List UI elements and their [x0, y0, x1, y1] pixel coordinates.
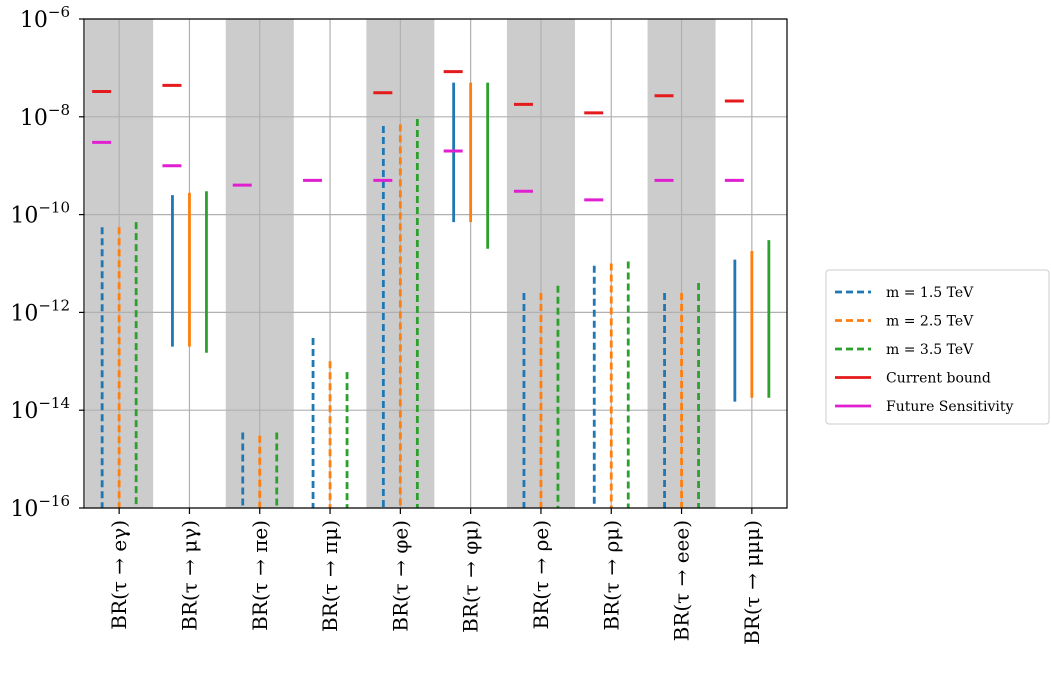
- x-axis: BR(τ → eγ) BR(τ → μγ) BR(τ → πe) BR(τ → πμ)…: [107, 508, 764, 645]
- legend-label: m = 2.5 TeV: [886, 314, 974, 330]
- y-tick-exponent: −10: [38, 199, 70, 217]
- x-tick-label: BR(τ → ρe): [529, 520, 553, 630]
- y-tick-label: 10−10: [10, 199, 70, 229]
- y-tick-exponent: −14: [38, 394, 70, 412]
- y-tick-exponent: −6: [48, 3, 70, 21]
- x-tick-label: BR(τ → ρμ): [599, 520, 623, 631]
- data-marks: [92, 70, 771, 508]
- legend-label: Current bound: [886, 371, 991, 387]
- x-tick-label: BR(τ → eee): [670, 520, 694, 641]
- legend-label: Future Sensitivity: [886, 399, 1013, 415]
- y-tick-exponent: −8: [48, 101, 70, 119]
- legend: m = 1.5 TeV m = 2.5 TeV m = 3.5 TeV Current…: [825, 269, 1050, 425]
- legend-label: m = 3.5 TeV: [886, 342, 974, 358]
- y-tick-label: 10−16: [10, 492, 70, 522]
- y-tick-exponent: −16: [38, 492, 70, 510]
- y-tick-label: 10−8: [20, 101, 70, 131]
- x-tick-label: BR(τ → eγ): [107, 520, 131, 630]
- x-tick-label: BR(τ → πμ): [318, 520, 342, 632]
- y-tick-label: 10−6: [20, 3, 70, 33]
- plot-frame: [83, 18, 788, 509]
- x-tick-label: BR(τ → μγ): [177, 520, 201, 631]
- x-tick-label: BR(τ → πe): [248, 520, 272, 631]
- x-tick-label: BR(τ → μμμ): [740, 520, 764, 645]
- x-tick-label: BR(τ → φe): [388, 520, 412, 632]
- y-tick-label: 10−12: [10, 296, 70, 326]
- y-tick-exponent: −12: [38, 296, 70, 314]
- legend-box: [825, 269, 1050, 425]
- x-tick-label: BR(τ → φμ): [459, 520, 483, 633]
- y-axis: 10−16 10−14 10−12 10−10 10−8 10−6: [10, 3, 84, 522]
- legend-label: m = 1.5 TeV: [886, 285, 974, 301]
- y-tick-label: 10−14: [10, 394, 70, 424]
